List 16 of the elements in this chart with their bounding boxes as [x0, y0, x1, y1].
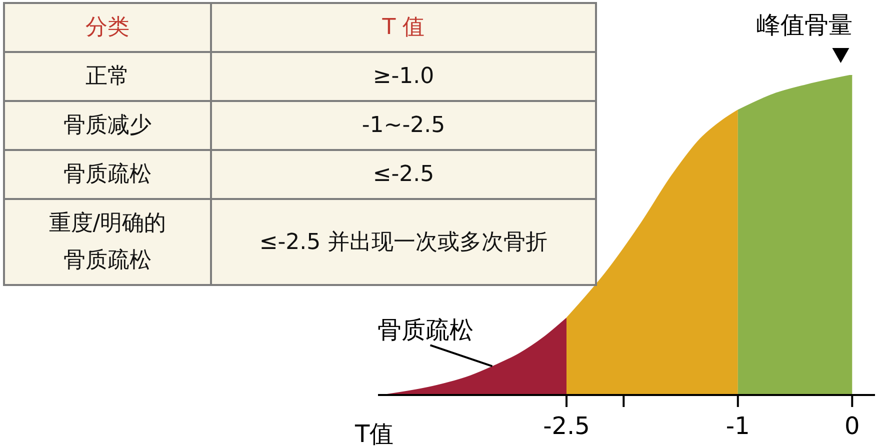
x-tick-label: -2.5 [543, 412, 590, 440]
annotation: 骨质疏松 [377, 316, 474, 344]
x-tick-label: -1 [726, 412, 750, 440]
text: 骨质减少 [64, 112, 152, 140]
text: 分类 [86, 14, 130, 42]
x-axis-title: T值 [354, 420, 394, 448]
text: 骨质疏松 [64, 161, 152, 189]
annotation: ≥-1.0 [372, 63, 434, 91]
text: 重度/明确的骨质疏松 [48, 210, 168, 275]
annotation: ≤-2.5 [372, 161, 434, 189]
annotation: 峰值骨量 [756, 11, 853, 39]
text: 正常 [86, 63, 130, 91]
annotation: ≤-2.5 并出现一次或多次骨折 [259, 228, 548, 256]
annotation: -1~-2.5 [362, 112, 446, 140]
x-tick-label: 0 [844, 412, 860, 440]
text: T 值 [382, 14, 425, 42]
